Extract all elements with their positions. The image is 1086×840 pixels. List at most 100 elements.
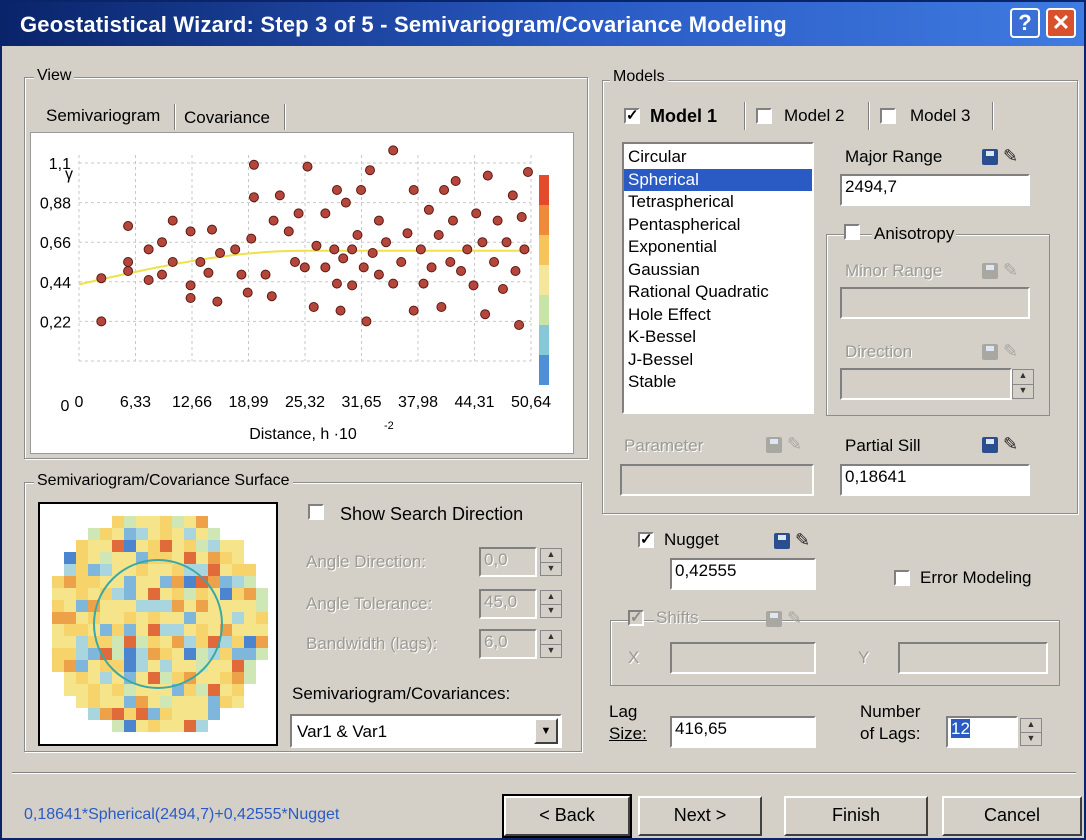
model-type-item[interactable]: Tetraspherical <box>628 192 734 211</box>
surface-cell <box>88 588 100 600</box>
parameter-tools[interactable]: ✎ <box>762 434 806 456</box>
pencil-icon[interactable]: ✎ <box>1003 434 1019 454</box>
major-range-tools[interactable]: ✎ <box>978 146 1022 168</box>
model-type-list[interactable]: Circular Spherical Tetraspherical Pentasphe… <box>622 142 814 414</box>
back-button[interactable]: < Back <box>502 794 632 838</box>
surface-cell <box>148 612 160 624</box>
spin-up-icon: ▲ <box>1021 719 1041 733</box>
num-lags-field[interactable]: 12 <box>946 716 1018 748</box>
pencil-icon[interactable]: ✎ <box>1003 341 1019 361</box>
shifts-tools[interactable]: ✎ <box>762 608 806 630</box>
save-icon[interactable] <box>774 533 790 549</box>
model2-checkbox[interactable] <box>756 108 772 124</box>
surface-cell <box>88 660 100 672</box>
nugget-checkbox[interactable]: ✓ <box>638 531 654 548</box>
tab-semivariogram[interactable]: Semivariogram <box>46 106 161 125</box>
empirical-point <box>320 208 331 219</box>
model-type-item[interactable]: Circular <box>628 147 687 166</box>
nugget-field[interactable]: 0,42555 <box>670 558 816 590</box>
surface-cell <box>160 648 172 660</box>
tab-model-1[interactable]: Model 1 <box>650 106 718 126</box>
angle-direction-field[interactable]: 0,0 <box>479 547 537 577</box>
surface-cell <box>124 660 136 672</box>
tab-covariance[interactable]: Covariance <box>184 108 270 127</box>
variable-pair-value: Var1 & Var1 <box>297 722 388 741</box>
surface-cell <box>148 684 160 696</box>
empirical-point <box>468 280 479 291</box>
surface-cell <box>124 636 136 648</box>
angle-tolerance-spinner[interactable]: ▲ ▼ <box>540 590 562 618</box>
surface-cell <box>100 528 112 540</box>
error-modeling-checkbox[interactable] <box>894 570 910 586</box>
save-icon[interactable] <box>982 437 998 453</box>
close-button[interactable]: ✕ <box>1046 8 1076 38</box>
model-type-item[interactable]: J-Bessel <box>628 349 694 369</box>
shifts-checkbox[interactable]: ✓ <box>628 609 644 626</box>
surface-cell <box>220 648 232 660</box>
direction-spinner[interactable]: ▲ ▼ <box>1012 369 1034 399</box>
title-bar: Geostatistical Wizard: Step 3 of 5 - Sem… <box>2 2 1084 46</box>
save-icon[interactable] <box>766 437 782 453</box>
surface-cell <box>196 528 208 540</box>
model-type-item[interactable]: Spherical <box>624 168 812 191</box>
minor-range-tools[interactable]: ✎ <box>978 260 1022 282</box>
num-lags-spinner[interactable]: ▲ ▼ <box>1020 718 1042 746</box>
minor-range-field[interactable] <box>840 287 1030 319</box>
parameter-field[interactable] <box>620 464 814 496</box>
partial-sill-field[interactable]: 0,18641 <box>840 464 1030 496</box>
pencil-icon[interactable]: ✎ <box>1003 146 1019 166</box>
empirical-point <box>415 244 426 255</box>
surface-cell <box>160 720 172 732</box>
model-type-item[interactable]: Pentaspherical <box>628 214 741 234</box>
angle-direction-spinner[interactable]: ▲ ▼ <box>540 548 562 576</box>
model-type-item[interactable]: Hole Effect <box>628 304 711 324</box>
model-type-item[interactable]: Exponential <box>628 237 717 256</box>
save-icon[interactable] <box>982 149 998 165</box>
chevron-down-icon[interactable]: ▼ <box>534 718 558 744</box>
pencil-icon[interactable]: ✎ <box>787 434 803 454</box>
model-type-item[interactable]: Gaussian <box>628 259 700 279</box>
surface-cell <box>244 564 256 576</box>
bandwidth-spinner[interactable]: ▲ ▼ <box>540 630 562 658</box>
direction-field[interactable] <box>840 368 1012 400</box>
surface-cell <box>64 624 76 636</box>
tab-model-3[interactable]: Model 3 <box>910 106 971 125</box>
angle-tolerance-field[interactable]: 45,0 <box>479 589 537 619</box>
model-type-item[interactable]: Stable <box>628 372 677 391</box>
model-type-item[interactable]: K-Bessel <box>628 327 697 346</box>
pencil-icon[interactable]: ✎ <box>787 608 803 628</box>
x-tick-label: 6,33 <box>120 394 151 411</box>
anisotropy-checkbox[interactable] <box>844 224 860 240</box>
major-range-field[interactable]: 2494,7 <box>840 174 1030 206</box>
pencil-icon[interactable]: ✎ <box>1003 260 1019 280</box>
model1-checkbox[interactable]: ✓ <box>624 107 640 124</box>
empirical-point <box>356 185 367 195</box>
nugget-tools[interactable]: ✎ <box>770 530 814 552</box>
nugget-label: Nugget <box>664 530 719 549</box>
partial-sill-tools[interactable]: ✎ <box>978 434 1022 456</box>
shift-x-field[interactable] <box>670 642 816 674</box>
bandwidth-field[interactable]: 6,0 <box>479 629 537 659</box>
surface-cell <box>76 540 88 552</box>
variable-pair-select[interactable]: Var1 & Var1 ▼ <box>290 714 562 748</box>
shift-y-field[interactable] <box>898 642 1048 674</box>
model3-checkbox[interactable] <box>880 108 896 124</box>
x-axis-label-exponent: -2 <box>384 420 394 432</box>
tab-model-2[interactable]: Model 2 <box>784 106 845 125</box>
save-icon[interactable] <box>766 611 782 627</box>
show-search-direction-checkbox[interactable] <box>308 504 324 520</box>
surface-cell <box>88 576 100 588</box>
legend-color-swatch <box>539 355 549 385</box>
x-tick-label: 12,66 <box>172 394 212 411</box>
direction-tools[interactable]: ✎ <box>978 341 1022 363</box>
lag-size-field[interactable]: 416,65 <box>670 716 816 748</box>
next-button[interactable]: Next > <box>638 796 762 836</box>
pencil-icon[interactable]: ✎ <box>795 530 811 550</box>
finish-button[interactable]: Finish <box>784 796 928 836</box>
cancel-button[interactable]: Cancel <box>942 796 1082 836</box>
save-icon[interactable] <box>982 263 998 279</box>
close-icon: ✕ <box>1051 10 1071 35</box>
model-type-item[interactable]: Rational Quadratic <box>628 282 769 301</box>
help-button[interactable]: ? <box>1010 8 1040 38</box>
save-icon[interactable] <box>982 344 998 360</box>
